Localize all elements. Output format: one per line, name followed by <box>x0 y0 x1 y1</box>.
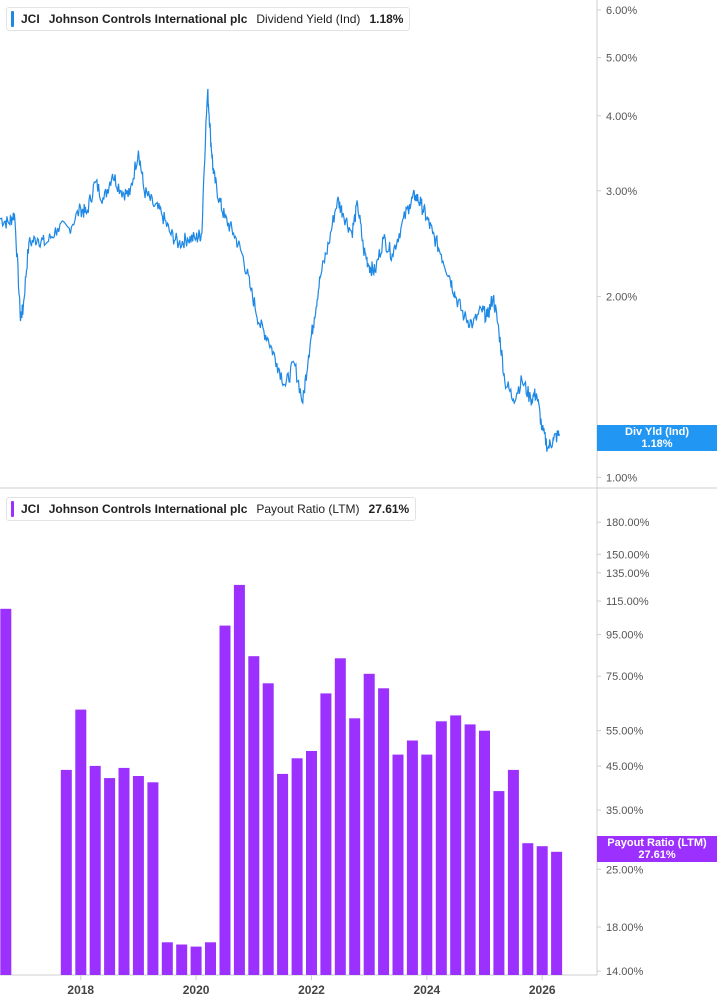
payout-bar <box>334 658 346 975</box>
payout-bar <box>392 754 404 975</box>
legend-value: 27.61% <box>368 502 410 516</box>
legend-dividend-yield[interactable]: JCI Johnson Controls International plc D… <box>6 7 411 31</box>
x-tick-label: 2024 <box>413 983 440 997</box>
y-tick-label: 180.00% <box>606 517 650 529</box>
payout-bar <box>89 765 101 975</box>
y-tick-label: 2.00% <box>606 292 637 304</box>
payout-ratio-plot <box>0 584 563 975</box>
y-tick-label: 115.00% <box>606 596 649 608</box>
y-tick-label: 18.00% <box>606 922 644 934</box>
payout-bar <box>248 656 260 975</box>
y-tick-label: 25.00% <box>606 864 644 876</box>
y-tick-label: 14.00% <box>606 966 644 978</box>
dividend-yield-plot <box>0 88 561 452</box>
payout-bar <box>132 776 144 975</box>
y-tick-label: 35.00% <box>606 805 644 817</box>
legend-symbol: JCI <box>21 502 40 516</box>
y-tick-label: 45.00% <box>606 761 644 773</box>
payout-bar <box>190 946 202 975</box>
x-axis-ticks: 2018 2020 2022 2024 2026 <box>67 975 556 997</box>
flag-value: 27.61% <box>638 849 676 861</box>
legend-company: Johnson Controls International plc <box>48 12 248 26</box>
series-color-swatch <box>11 501 14 517</box>
y-tick-label: 5.00% <box>606 53 637 65</box>
y-tick-label: 3.00% <box>606 186 637 198</box>
payout-bar <box>421 754 433 975</box>
legend-value: 1.18% <box>369 12 404 26</box>
legend-metric: Payout Ratio (LTM) <box>256 502 360 516</box>
y-tick-label: 95.00% <box>606 630 644 642</box>
payout-bar <box>118 767 130 975</box>
flag-label: Div Yld (Ind) <box>625 426 689 438</box>
y-tick-label: 4.00% <box>606 111 637 123</box>
payout-bar <box>507 769 519 975</box>
payout-bar <box>464 724 476 975</box>
payout-bar <box>435 721 447 975</box>
y-tick-label: 135.00% <box>606 568 650 580</box>
y-tick-label: 55.00% <box>606 726 644 738</box>
payout-bar <box>536 846 548 975</box>
payout-bar <box>60 769 72 975</box>
x-tick-label: 2018 <box>67 983 94 997</box>
legend-symbol: JCI <box>21 12 40 26</box>
flag-label: Payout Ratio (LTM) <box>607 837 707 849</box>
payout-bar <box>233 584 245 975</box>
payout-bar <box>176 944 188 975</box>
x-tick-label: 2026 <box>529 983 556 997</box>
legend-payout-ratio[interactable]: JCI Johnson Controls International plc P… <box>6 497 417 521</box>
payout-bar <box>349 718 361 975</box>
payout-bar <box>522 843 534 975</box>
payout-bar <box>363 673 375 975</box>
x-tick-label: 2022 <box>298 983 325 997</box>
current-value-flag-yield: Div Yld (Ind) 1.18% <box>597 425 717 451</box>
payout-bar <box>479 730 490 975</box>
payout-bar <box>147 782 159 975</box>
legend-company: Johnson Controls International plc <box>48 502 248 516</box>
payout-bar <box>320 693 332 975</box>
y-tick-label: 6.00% <box>606 5 637 17</box>
current-value-flag-payout: Payout Ratio (LTM) 27.61% <box>597 836 717 862</box>
payout-bar <box>493 791 505 975</box>
series-color-swatch <box>11 11 14 27</box>
payout-bar <box>306 751 317 975</box>
flag-value: 1.18% <box>641 438 673 450</box>
legend-metric: Dividend Yield (Ind) <box>256 12 361 26</box>
payout-bar <box>551 851 563 975</box>
payout-bar <box>161 942 173 975</box>
x-tick-label: 2020 <box>183 983 210 997</box>
payout-bar <box>0 608 12 975</box>
payout-bar <box>406 740 418 975</box>
payout-bar <box>450 715 462 975</box>
payout-bar <box>219 625 231 975</box>
dividend-yield-line <box>0 88 561 452</box>
y-tick-label: 1.00% <box>606 472 637 484</box>
y-tick-label: 75.00% <box>606 671 644 683</box>
payout-bar <box>291 758 303 975</box>
payout-bar <box>104 778 116 975</box>
payout-bar <box>277 773 289 975</box>
y-axis-ticks: 6.00% 5.00% 4.00% 3.00% 2.00% 1.00% 180.00% 150… <box>597 5 650 978</box>
payout-bar <box>205 942 216 975</box>
payout-bar <box>75 709 87 975</box>
payout-bar <box>262 683 274 975</box>
payout-bar <box>378 688 390 975</box>
y-tick-label: 150.00% <box>606 549 650 561</box>
